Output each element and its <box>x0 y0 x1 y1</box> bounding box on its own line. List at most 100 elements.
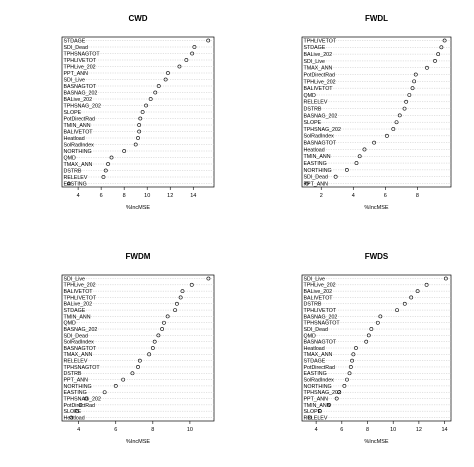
data-point <box>156 333 161 338</box>
chart-panel-cwd: CWDSTDAGESDI_DeadTPHSNAGTOTTPHLIVETOTTPH… <box>61 14 215 211</box>
data-point <box>106 162 110 166</box>
data-point <box>103 168 108 173</box>
chart-title: FWDL <box>365 14 388 23</box>
variable-label: TMIN_ANN <box>64 314 91 320</box>
data-point <box>372 140 376 145</box>
data-point <box>101 175 106 179</box>
x-tick-label: 10 <box>187 427 193 433</box>
variable-label: BALive_202 <box>304 52 333 58</box>
data-point <box>136 136 140 140</box>
data-point <box>385 133 389 138</box>
data-point <box>412 79 417 84</box>
variable-label: BASNAG_202 <box>64 327 98 333</box>
data-point <box>333 174 338 179</box>
variable-label: TMAX_ANN <box>64 162 93 168</box>
variable-label: DSTRB <box>64 371 82 377</box>
variable-label: TPHSNAG_202 <box>64 103 101 109</box>
x-tick-label: 8 <box>416 193 419 199</box>
data-point <box>378 314 383 319</box>
variable-label: RELELEV <box>304 415 328 421</box>
x-tick-label: 8 <box>151 427 154 433</box>
variable-label: BALive_202 <box>64 97 93 103</box>
variable-label: SLOPE <box>304 409 322 415</box>
variable-label: Heatload <box>64 136 85 142</box>
data-point <box>74 409 79 414</box>
data-point <box>402 301 407 306</box>
variable-label: BALIVETOT <box>64 289 94 295</box>
variable-label: SDI_Dead <box>64 333 88 339</box>
variable-label: STDAGE <box>304 359 326 365</box>
x-axis-label: %IncMSE <box>364 205 388 211</box>
variable-label: SDI_Live <box>304 276 326 282</box>
variable-label: QMD <box>304 333 317 339</box>
variable-label: TMIN_ANN <box>304 154 331 160</box>
data-point <box>136 365 140 369</box>
data-point <box>439 45 444 50</box>
data-point <box>407 93 412 97</box>
variable-label: BASNAG_202 <box>304 314 338 320</box>
data-point <box>67 181 71 186</box>
variable-label: NORTHING <box>64 384 92 390</box>
variable-label: BALive_202 <box>304 289 333 295</box>
data-point <box>409 295 414 300</box>
data-point <box>177 64 182 69</box>
x-axis-label: %IncMSE <box>364 439 388 445</box>
data-point <box>424 282 429 287</box>
data-point <box>375 320 380 325</box>
data-point <box>144 103 148 108</box>
data-point <box>130 371 135 376</box>
variable-label: EASTING <box>64 390 87 396</box>
x-axis-label: %IncMSE <box>126 439 150 445</box>
variable-label: BALIVETOT <box>304 86 334 92</box>
x-tick-label: 8 <box>123 193 126 199</box>
data-point <box>190 51 195 56</box>
variable-label: TPHLIVETOT <box>64 58 97 64</box>
variable-label: QMD <box>64 321 77 327</box>
variable-label: TPHLIVETOT <box>304 308 337 314</box>
data-point <box>402 106 407 111</box>
variable-label: TPHSNAG_202 <box>304 127 341 133</box>
data-point <box>189 282 194 287</box>
data-point <box>152 339 157 344</box>
x-tick-label: 12 <box>167 193 173 199</box>
variable-label: PotDirectRad <box>64 116 96 122</box>
data-point <box>342 384 347 388</box>
data-point <box>350 358 354 363</box>
data-point <box>173 308 177 312</box>
data-point <box>442 38 447 43</box>
data-point <box>354 346 358 350</box>
data-point <box>415 289 420 294</box>
data-point <box>102 390 107 395</box>
variable-label: Heatload <box>304 346 325 352</box>
data-point <box>433 59 437 63</box>
chart-panel-fwds: FWDS SDI_LiveTPHLive_202BALive_202BALIVET… <box>301 252 452 445</box>
x-tick-label: 12 <box>416 427 422 433</box>
variable-label: NORTHING <box>64 149 92 155</box>
data-point <box>318 409 322 414</box>
data-point <box>78 402 83 407</box>
data-point <box>137 358 142 363</box>
data-point <box>344 167 349 172</box>
data-point <box>138 116 143 121</box>
data-point <box>178 295 183 300</box>
variable-label: PotDirectRad <box>304 365 336 371</box>
variable-label: TPHSNAG_202 <box>304 390 341 396</box>
x-tick-label: 4 <box>77 427 80 433</box>
data-point <box>307 415 312 420</box>
x-tick-label: 6 <box>340 427 343 433</box>
data-point <box>304 181 309 186</box>
variable-label: STDAGE <box>64 308 86 314</box>
chart-title: FWDM <box>126 252 151 261</box>
variable-label: BALIVETOT <box>304 295 334 301</box>
variable-label: TMAX_ANN <box>304 66 333 72</box>
data-point <box>395 308 399 312</box>
data-point <box>153 90 158 95</box>
variable-label: EASTING <box>304 161 327 167</box>
variable-label: QMD <box>64 155 77 161</box>
data-point <box>184 58 189 62</box>
data-point <box>348 365 353 369</box>
data-point <box>160 327 164 331</box>
data-point <box>122 149 127 153</box>
variable-label: DSTRB <box>64 168 82 174</box>
